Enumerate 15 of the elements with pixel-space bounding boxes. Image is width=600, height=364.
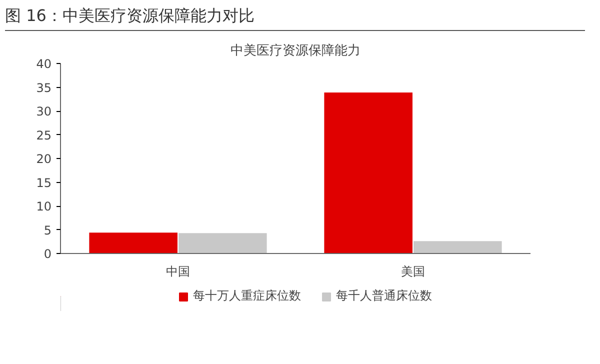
legend-label: 每千人普通床位数 [336,288,432,304]
x-tick-label: 中国 [166,264,190,278]
y-tick-label: 20 [36,152,52,166]
y-tick-label: 0 [44,247,52,261]
y-tick-label: 40 [36,57,52,71]
y-tick-label: 35 [36,80,52,95]
x-tick-label: 美国 [401,264,425,278]
y-tick-label: 5 [44,223,52,238]
legend-label: 每十万人重症床位数 [193,288,301,304]
y-tick-label: 10 [36,200,52,214]
y-tick-label: 25 [36,128,52,142]
y-tick-label: 30 [36,104,52,118]
chart-title: 图 16：中美医疗资源保障能力对比 [5,5,254,27]
chart-subtitle: 中美医疗资源保障能力 [230,42,360,58]
y-tick-label: 15 [36,176,52,190]
